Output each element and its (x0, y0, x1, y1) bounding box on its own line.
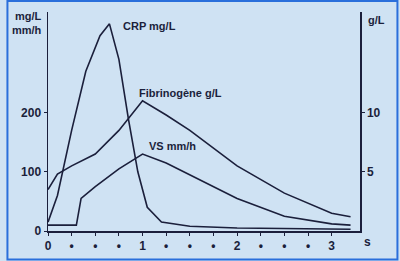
svg-text:g/L: g/L (368, 14, 385, 26)
svg-text:•: • (117, 239, 121, 253)
svg-text:2: 2 (234, 239, 241, 253)
svg-text:1: 1 (139, 239, 146, 253)
svg-text:Fibrinogène g/L: Fibrinogène g/L (139, 87, 222, 99)
svg-text:•: • (188, 239, 192, 253)
svg-text:CRP mg/L: CRP mg/L (123, 20, 176, 32)
svg-text:•: • (306, 239, 310, 253)
svg-text:3: 3 (328, 239, 335, 253)
svg-text:VS mm/h: VS mm/h (149, 140, 196, 152)
svg-text:10: 10 (367, 106, 381, 120)
svg-text:0: 0 (34, 224, 41, 238)
svg-text:200: 200 (21, 106, 41, 120)
svg-text:100: 100 (21, 165, 41, 179)
svg-text:•: • (211, 239, 215, 253)
svg-text:mg/Lmm/h: mg/Lmm/h (12, 10, 42, 36)
svg-text:5: 5 (367, 165, 374, 179)
svg-text:•: • (70, 239, 74, 253)
svg-text:0: 0 (45, 239, 52, 253)
svg-text:•: • (282, 239, 286, 253)
svg-text:s: s (364, 235, 371, 249)
svg-text:•: • (93, 239, 97, 253)
svg-text:•: • (259, 239, 263, 253)
svg-text:•: • (164, 239, 168, 253)
